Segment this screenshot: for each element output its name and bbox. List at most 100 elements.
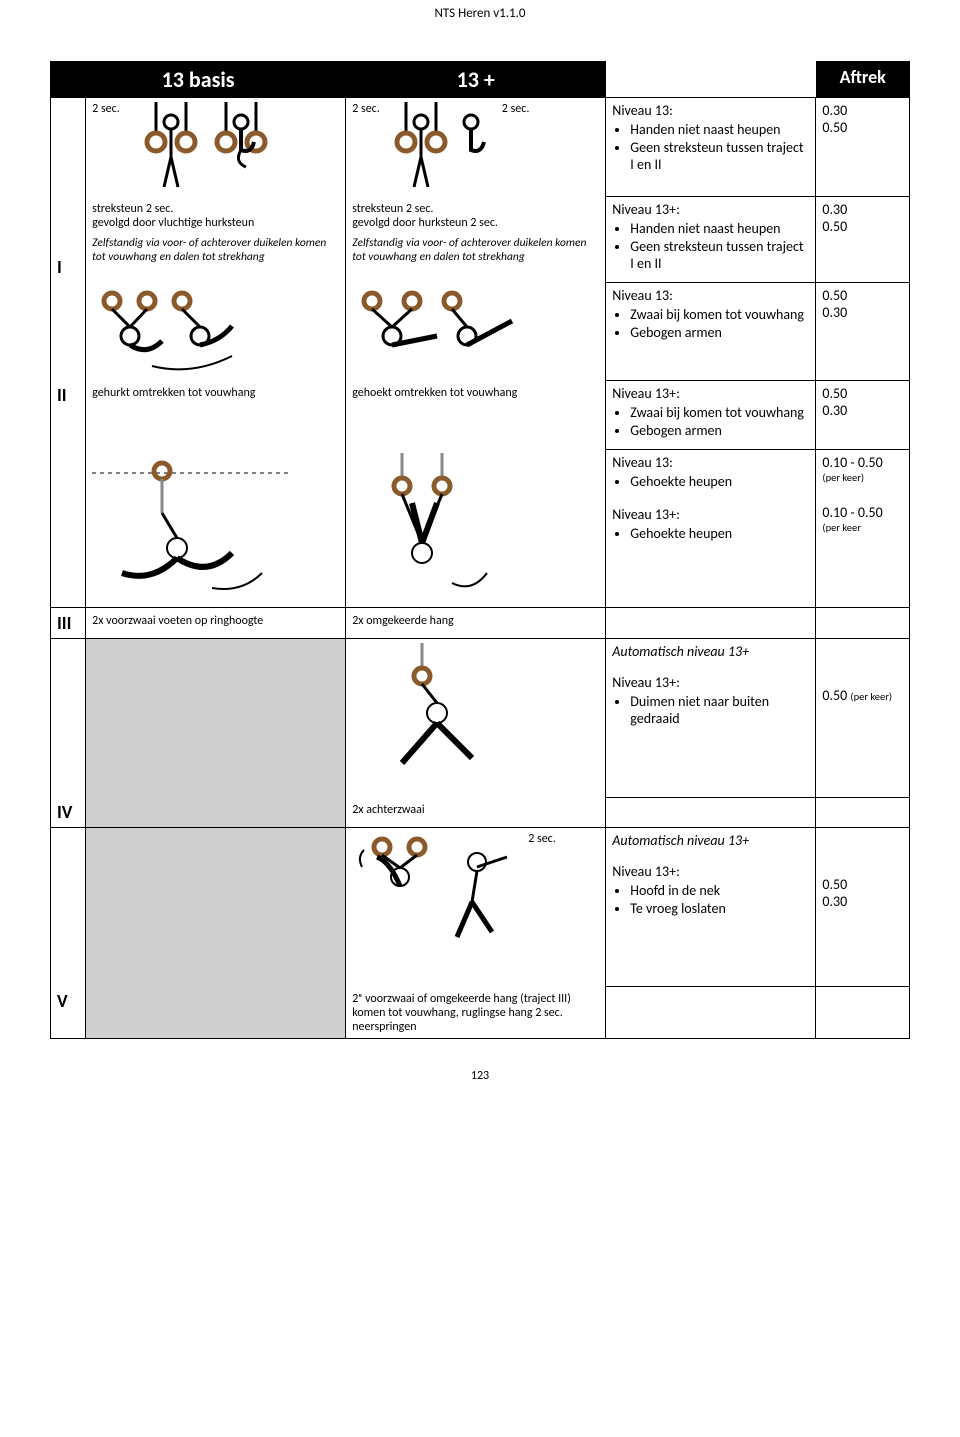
criteria-d-spacer (606, 797, 816, 828)
caption-zelfstandig: Zelfstandig via voor- of achterover duik… (92, 236, 339, 264)
figure-streksteun-basis (126, 102, 276, 192)
figure-achterzwaai (352, 643, 512, 793)
criteria-n13-a: Niveau 13: Handen niet naast heupen Geen… (606, 98, 816, 197)
aftrek-a2: 0.30 0.50 (816, 196, 910, 282)
aftrek-value: 0.50 (822, 287, 903, 304)
roman-I: I (51, 196, 86, 282)
aftrek-a7: 0.50 0.30 (816, 828, 910, 987)
aftrek-value: 0.50 (822, 687, 847, 704)
criteria-item: Zwaai bij komen tot vouwhang (630, 306, 809, 323)
aftrek-value: 0.10 - 0.50 (822, 454, 903, 471)
criteria-title: Niveau 13+: (612, 506, 680, 523)
cell-basis-V-grey (86, 828, 346, 987)
aftrek-a3: 0.50 0.30 (816, 282, 910, 380)
aftrek-a6: 0.50 (per keer) (816, 639, 910, 798)
page-number: 123 (0, 1069, 960, 1083)
roman-spacer (51, 282, 86, 380)
col-header-basis: 13 basis (51, 62, 346, 98)
criteria-n13p-b: Niveau 13+: Zwaai bij komen tot vouwhang… (606, 380, 816, 449)
page-header: NTS Heren v1.1.0 (0, 0, 960, 21)
roman-V: V (51, 986, 86, 1039)
criteria-item: Handen niet naast heupen (630, 121, 809, 138)
caption-streksteun-basis: streksteun 2 sec. gevolgd door vluchtige… (92, 202, 339, 230)
auto-level: Automatisch niveau 13+ (612, 832, 809, 849)
aftrek-d-spacer (816, 797, 910, 828)
criteria-item: Gebogen armen (630, 422, 809, 439)
figure-gehurkt (92, 286, 292, 376)
criteria-n13p-a: Niveau 13+: Handen niet naast heupen Gee… (606, 196, 816, 282)
aftrek-value: 0.50 (822, 119, 903, 136)
criteria-item: Gehoekte heupen (630, 525, 809, 542)
cell-plus-IV-label: 2x achterzwaai (346, 797, 606, 828)
figure-gehoekt (352, 286, 552, 376)
criteria-item: Handen niet naast heupen (630, 220, 809, 237)
aftrek-value: 0.30 (822, 102, 903, 119)
criteria-item: Hoofd in de nek (630, 882, 809, 899)
cell-basis-III-fig (86, 449, 346, 608)
cell-plus-top: 2 sec. 2 sec. (346, 98, 606, 197)
criteria-e: Automatisch niveau 13+ Niveau 13+: Hoofd… (606, 828, 816, 987)
aftrek-value: 0.30 (822, 893, 903, 910)
criteria-title: Niveau 13+: (612, 863, 680, 880)
criteria-item: Duimen niet naar buiten gedraaid (630, 693, 809, 727)
label-2sec: 2 sec. (528, 832, 556, 846)
cell-basis-V-grey2 (86, 986, 346, 1039)
caption-gehoekt: gehoekt omtrekken tot vouwhang (352, 386, 599, 400)
criteria-c: Niveau 13: Gehoekte heupen Niveau 13+: G… (606, 449, 816, 608)
criteria-title: Niveau 13: (612, 287, 673, 304)
cell-basis-II-fig (86, 282, 346, 380)
auto-level: Automatisch niveau 13+ (612, 643, 809, 660)
aftrek-a5: 0.10 - 0.50 (per keer) 0.10 - 0.50 (per … (816, 449, 910, 608)
aftrek-perkeer: (per keer) (822, 471, 903, 484)
criteria-d: Automatisch niveau 13+ Niveau 13+: Duime… (606, 639, 816, 798)
figure-streksteun-plus (386, 102, 496, 192)
aftrek-value: 0.50 (822, 876, 903, 893)
criteria-item: Te vroeg loslaten (630, 900, 809, 917)
cell-basis-IV-grey2 (86, 797, 346, 828)
cell-basis-II-label: gehurkt omtrekken tot vouwhang (86, 380, 346, 449)
criteria-item: Gehoekte heupen (630, 473, 809, 490)
roman-III: III (51, 608, 86, 639)
criteria-title: Niveau 13+: (612, 201, 680, 218)
aftrek-value: 0.30 (822, 201, 903, 218)
cell-basis-I: streksteun 2 sec. gevolgd door vluchtige… (86, 196, 346, 282)
col-header-empty (606, 62, 816, 98)
cell-plus-IV-fig (346, 639, 606, 798)
roman-spacer (51, 828, 86, 987)
label-2sec: 2 sec. (92, 102, 120, 116)
roman-II: II (51, 380, 86, 449)
cell-plus-III-label: 2x omgekeerde hang (346, 608, 606, 639)
aftrek-value: 0.30 (822, 304, 903, 321)
aftrek-perkeer: (per keer (822, 521, 903, 534)
cell-plus-II-label: gehoekt omtrekken tot vouwhang (346, 380, 606, 449)
criteria-item: Zwaai bij komen tot vouwhang (630, 404, 809, 421)
criteria-title: Niveau 13: (612, 102, 673, 119)
cell-basis-top: 2 sec. (86, 98, 346, 197)
cell-plus-II-fig (346, 282, 606, 380)
roman-spacer (51, 449, 86, 608)
aftrek-value: 0.50 (822, 385, 903, 402)
roman-spacer (51, 639, 86, 798)
criteria-item: Geen streksteun tussen traject I en II (630, 139, 809, 173)
criteria-item: Geen streksteun tussen traject I en II (630, 238, 809, 272)
skill-table: 13 basis 13 + Aftrek 2 sec. (50, 61, 910, 1039)
criteria-item: Gebogen armen (630, 324, 809, 341)
cell-plus-V-fig: 2 sec. (346, 828, 606, 987)
caption-omgekeerde: 2x omgekeerde hang (352, 614, 599, 628)
cell-basis-III-label: 2x voorzwaai voeten op ringhoogte (86, 608, 346, 639)
label-2sec: 2 sec. (502, 102, 530, 116)
cell-plus-III-fig (346, 449, 606, 608)
aftrek-value: 0.10 - 0.50 (822, 504, 903, 521)
label-2sec: 2 sec. (352, 102, 380, 116)
cell-plus-V-label: 2ᵉ voorzwaai of omgekeerde hang (traject… (346, 986, 606, 1039)
cell-plus-I: streksteun 2 sec. gevolgd door hurksteun… (346, 196, 606, 282)
caption-zelfstandig: Zelfstandig via voor- of achterover duik… (352, 236, 599, 264)
criteria-c-spacer (606, 608, 816, 639)
criteria-title: Niveau 13+: (612, 385, 680, 402)
criteria-e-spacer (606, 986, 816, 1039)
caption-final: 2ᵉ voorzwaai of omgekeerde hang (traject… (352, 992, 599, 1034)
criteria-n13-b: Niveau 13: Zwaai bij komen tot vouwhang … (606, 282, 816, 380)
col-header-aftrek: Aftrek (816, 62, 910, 98)
figure-vouwhang-neerspringen (352, 832, 522, 952)
aftrek-e-spacer (816, 986, 910, 1039)
